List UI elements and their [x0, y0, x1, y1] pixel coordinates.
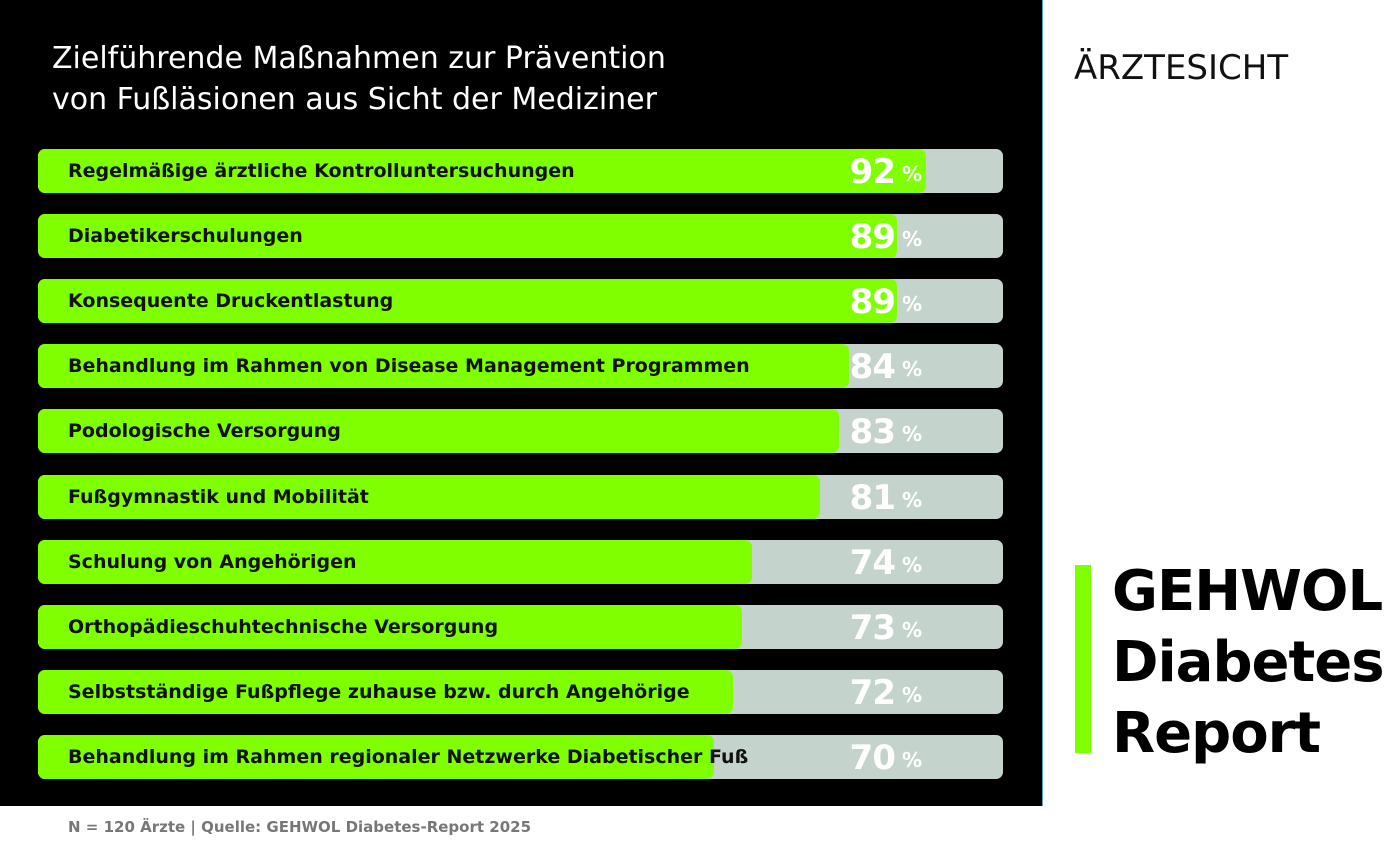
value-label: 83: [849, 412, 896, 453]
unit-label: %: [902, 227, 923, 252]
bar: [38, 474, 820, 519]
bar-row: Podologische Versorgung 83%: [38, 409, 1003, 454]
bar: [38, 539, 753, 584]
bar: [38, 604, 743, 649]
bar-row: Behandlung im Rahmen regionaler Netzwerk…: [38, 734, 1003, 779]
bar: [38, 734, 714, 779]
unit-label: %: [902, 617, 923, 642]
value-label: 89: [849, 282, 896, 323]
category-label: Schulung von Angehörigen: [68, 550, 357, 573]
value-label: 92: [849, 152, 896, 192]
category-label: Selbstständige Fußpflege zuhause bzw. du…: [68, 680, 690, 703]
category-label: Behandlung im Rahmen von Disease Managem…: [68, 355, 750, 378]
value-label: 73: [849, 607, 896, 648]
bar: [38, 214, 897, 259]
logo-line: Report: [1112, 701, 1321, 766]
bar: [38, 279, 897, 324]
unit-label: %: [902, 747, 923, 772]
value-label: 70: [849, 737, 896, 778]
chart-panel: Zielführende Maßnahmen zur Prävention vo…: [0, 0, 1043, 806]
value-label: 89: [849, 217, 896, 258]
category-label: Regelmäßige ärztliche Kontrolluntersuchu…: [68, 160, 575, 182]
unit-label: %: [902, 162, 923, 186]
bar-row: Behandlung im Rahmen von Disease Managem…: [38, 344, 1003, 389]
category-label: Diabetikerschulungen: [68, 225, 303, 248]
gehwol-logo: GEHWOL Diabetes Report: [1112, 556, 1385, 769]
bar-row: Konsequente Druckentlastung 89%: [38, 279, 1003, 324]
bar-row: Diabetikerschulungen 89%: [38, 214, 1003, 259]
bar-row: Regelmäßige ärztliche Kontrolluntersuchu…: [38, 149, 1003, 193]
bar: [38, 344, 849, 389]
logo-accent-bar: [1075, 565, 1091, 753]
logo-line: GEHWOL: [1112, 559, 1383, 624]
logo-line: Diabetes: [1112, 630, 1385, 695]
bar-chart: Regelmäßige ärztliche Kontrolluntersuchu…: [38, 149, 1003, 779]
bar: [38, 669, 733, 714]
unit-label: %: [902, 422, 923, 447]
bar-row: Orthopädieschuhtechnische Versorgung 73%: [38, 604, 1003, 649]
title-line-2: von Fußläsionen aus Sicht der Mediziner: [52, 82, 657, 117]
bar-row: Fußgymnastik und Mobilität 81%: [38, 474, 1003, 519]
category-label: Fußgymnastik und Mobilität: [68, 485, 369, 508]
unit-label: %: [902, 357, 923, 382]
category-label: Podologische Versorgung: [68, 420, 341, 443]
source-note: N = 120 Ärzte | Quelle: GEHWOL Diabetes-…: [68, 818, 532, 836]
category-label: Behandlung im Rahmen regionaler Netzwerk…: [68, 745, 749, 768]
category-label: Konsequente Druckentlastung: [68, 290, 394, 313]
bar-row: Selbstständige Fußpflege zuhause bzw. du…: [38, 669, 1003, 714]
unit-label: %: [902, 292, 923, 317]
value-label: 74: [849, 542, 896, 583]
unit-label: %: [902, 552, 923, 577]
unit-label: %: [902, 682, 923, 707]
chart-title: Zielführende Maßnahmen zur Prävention vo…: [52, 38, 666, 120]
section-heading: ÄRZTESICHT: [1074, 48, 1289, 88]
bar: [38, 409, 839, 454]
value-label: 81: [849, 477, 896, 518]
bar-row: Schulung von Angehörigen 74%: [38, 539, 1003, 584]
unit-label: %: [902, 487, 923, 512]
value-label: 72: [849, 672, 896, 713]
category-label: Orthopädieschuhtechnische Versorgung: [68, 615, 499, 638]
value-label: 84: [849, 347, 896, 388]
title-line-1: Zielführende Maßnahmen zur Prävention: [52, 41, 666, 76]
bar: [38, 149, 926, 193]
